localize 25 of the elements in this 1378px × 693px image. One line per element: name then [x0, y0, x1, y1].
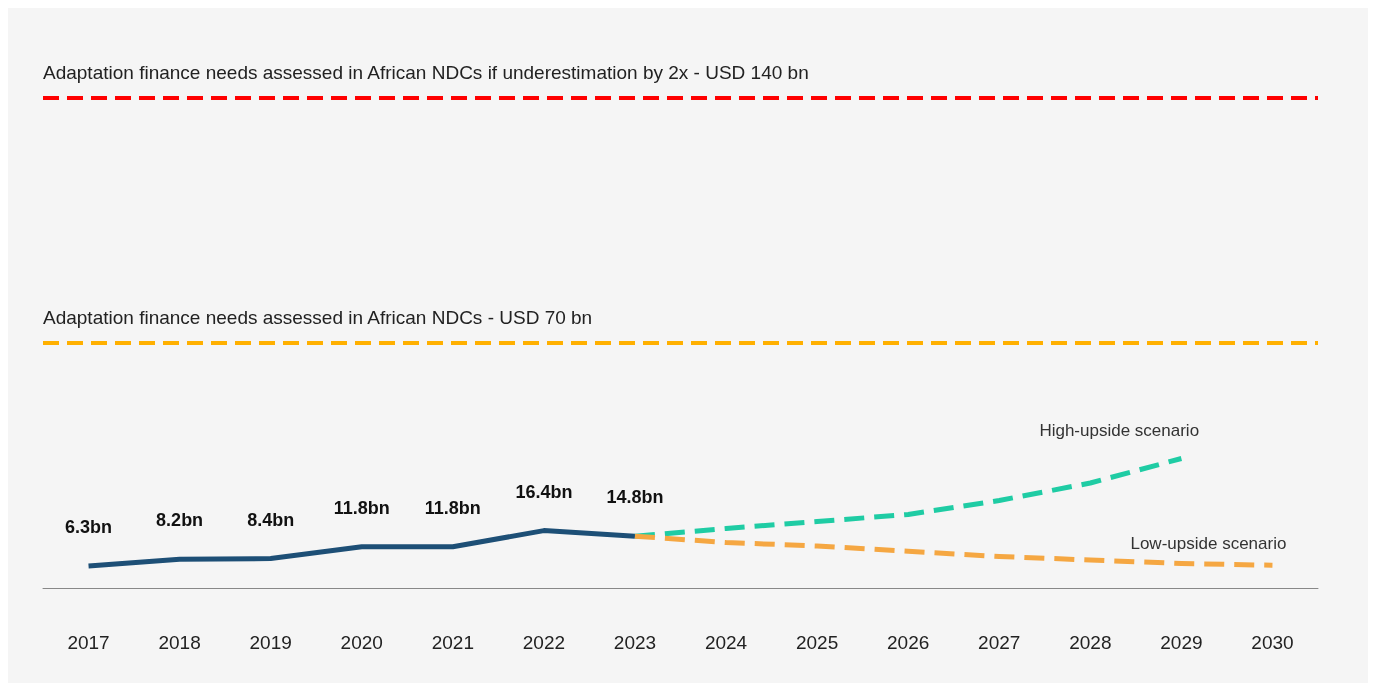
x-tick-label: 2025 [795, 632, 839, 653]
x-tick-label: 2028 [1069, 632, 1112, 653]
data-label: 8.2bn [156, 510, 204, 531]
x-tick-label: 2030 [1251, 632, 1294, 653]
data-label: 8.4bn [247, 509, 295, 530]
x-tick-label: 2026 [887, 632, 930, 653]
x-tick-label: 2027 [978, 632, 1021, 653]
ref-line-label: Adaptation finance needs assessed in African NDCs - USD 70 bn [43, 307, 593, 328]
x-tick-label: 2029 [1160, 632, 1203, 653]
data-label: 11.8bn [333, 497, 390, 518]
ref-line-label: Adaptation finance needs assessed in African NDCs if underestimation by 2x - USD 140 bn [43, 62, 809, 83]
x-tick-label: 2023 [613, 632, 657, 653]
series-label: High-upside scenario [1039, 421, 1200, 440]
x-tick-label: 2019 [249, 632, 292, 653]
data-label: 11.8bn [424, 497, 481, 518]
x-tick-label: 2018 [158, 632, 201, 653]
data-label: 14.8bn [606, 487, 664, 508]
data-label: 16.4bn [515, 481, 573, 502]
series-label: Low-upside scenario [1130, 533, 1287, 553]
x-tick-label: 2022 [522, 632, 566, 653]
x-tick-label: 2017 [67, 632, 110, 653]
data-label: 6.3bn [65, 516, 113, 537]
x-tick-label: 2024 [704, 632, 748, 653]
x-tick-label: 2020 [340, 632, 383, 653]
x-tick-label: 2021 [431, 632, 474, 653]
